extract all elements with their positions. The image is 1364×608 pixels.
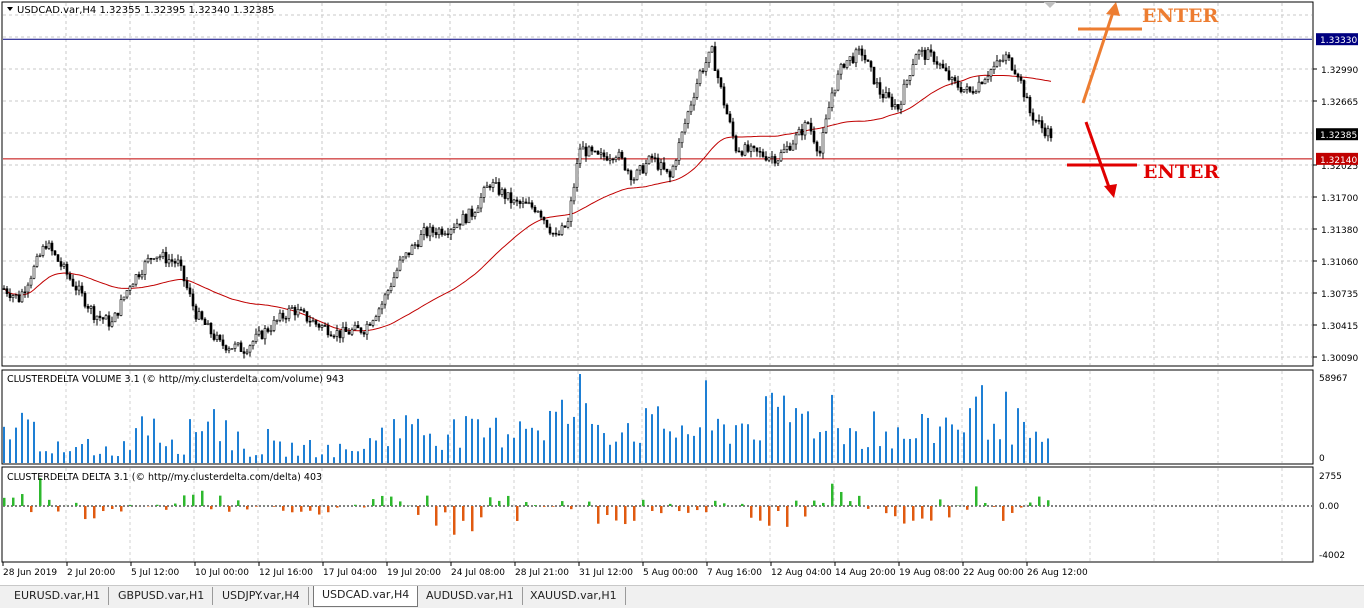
time-tick-label: 12 Aug 04:00: [771, 568, 832, 578]
time-tick-label: 2 Jul 20:00: [67, 568, 116, 578]
volume-axis-top: 58967: [1319, 374, 1348, 384]
price-tag-label: 1.32140: [1320, 156, 1357, 166]
delta-tick-label: -4002: [1319, 551, 1345, 561]
time-tick-label: 17 Jul 04:00: [323, 568, 377, 578]
price-tick-label: 1.30415: [1321, 322, 1358, 332]
tab-gbpusd[interactable]: GBPUSD.var,H1: [110, 587, 213, 605]
tab-usdcad[interactable]: USDCAD.var,H4: [313, 586, 418, 607]
price-tick-label: 1.32990: [1321, 66, 1358, 76]
tab-usdjpy[interactable]: USDJPY.var,H4: [214, 587, 309, 605]
time-tick-label: 22 Aug 00:00: [963, 568, 1024, 578]
price-tag-label: 1.32385: [1320, 131, 1357, 141]
time-tick-label: 24 Jul 08:00: [451, 568, 505, 578]
delta-tick-label: 2755: [1319, 472, 1342, 482]
price-tick-label: 1.30090: [1321, 354, 1358, 364]
enter-label-up: ENTER: [1142, 5, 1218, 27]
time-tick-label: 28 Jul 21:00: [515, 568, 569, 578]
time-tick-label: 31 Jul 12:00: [579, 568, 633, 578]
time-tick-label: 19 Jul 20:00: [387, 568, 441, 578]
chart-canvas[interactable]: 1.329901.326651.320251.317001.313801.310…: [0, 0, 1364, 585]
tab-xauusd[interactable]: XAUUSD.var,H1: [522, 587, 626, 605]
delta-title: CLUSTERDELTA DELTA 3.1 (© http//my.clust…: [7, 472, 322, 483]
time-tick-label: 10 Jul 00:00: [195, 568, 249, 578]
time-tick-label: 12 Jul 16:00: [259, 568, 313, 578]
time-axis: 28 Jun 2019 2 Jul 20:00 5 Jul 12:00 10 Jul …: [3, 562, 1088, 578]
price-tick-label: 1.32665: [1321, 98, 1358, 108]
time-tick-label: 28 Jun 2019: [3, 568, 57, 578]
enter-label-down: ENTER: [1143, 161, 1219, 183]
tab-audusd[interactable]: AUDUSD.var,H1: [418, 587, 523, 605]
symbol-header: USDCAD.var,H4 1.32355 1.32395 1.32340 1.…: [17, 5, 274, 16]
symbol-tab-bar: EURUSD.var,H1 GBPUSD.var,H1 USDJPY.var,H…: [0, 585, 1364, 608]
price-axis: 1.329901.326651.320251.317001.313801.310…: [1313, 33, 1358, 561]
volume-axis-zero: 0: [1319, 454, 1325, 464]
time-tick-label: 14 Aug 20:00: [835, 568, 896, 578]
time-tick-label: 19 Aug 08:00: [899, 568, 960, 578]
price-tick-label: 1.31060: [1321, 258, 1358, 268]
time-tick-label: 5 Aug 00:00: [643, 568, 698, 578]
price-tick-label: 1.31700: [1321, 194, 1358, 204]
tab-eurusd[interactable]: EURUSD.var,H1: [6, 587, 109, 605]
time-tick-label: 7 Aug 16:00: [707, 568, 762, 578]
time-tick-label: 5 Jul 12:00: [131, 568, 180, 578]
time-tick-label: 26 Aug 12:00: [1027, 568, 1088, 578]
price-tick-label: 1.31380: [1321, 226, 1358, 236]
price-tag-label: 1.33330: [1320, 36, 1357, 46]
volume-title: CLUSTERDELTA VOLUME 3.1 (© http//my.clus…: [7, 374, 344, 385]
delta-tick-label: 0.00: [1319, 502, 1339, 512]
price-tick-label: 1.30735: [1321, 290, 1358, 300]
